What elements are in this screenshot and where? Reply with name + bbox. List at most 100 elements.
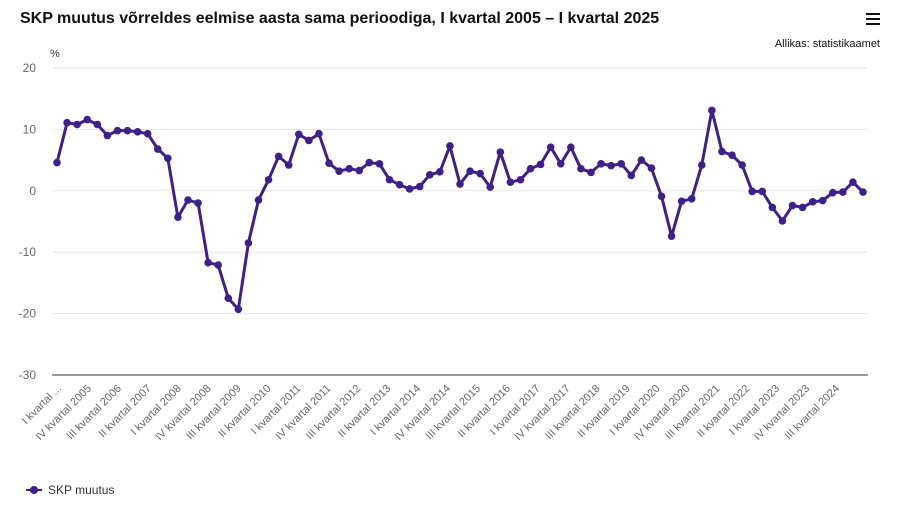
data-point — [597, 159, 605, 168]
data-point — [164, 154, 172, 163]
y-tick-label: -10 — [19, 245, 37, 259]
data-point — [667, 232, 676, 241]
hamburger-menu-icon[interactable] — [866, 13, 880, 25]
data-point — [264, 175, 273, 184]
grid-lines — [52, 67, 868, 376]
data-point — [456, 180, 464, 188]
data-point — [335, 167, 343, 175]
data-point — [728, 151, 736, 159]
data-point — [73, 120, 81, 129]
data-point — [516, 175, 525, 184]
data-point — [184, 196, 192, 204]
data-point — [536, 160, 545, 169]
data-point — [587, 168, 595, 177]
data-point — [556, 159, 565, 168]
data-point — [859, 188, 867, 196]
data-point — [123, 126, 132, 135]
data-point — [607, 161, 615, 170]
data-point — [83, 115, 92, 124]
data-point — [849, 178, 857, 187]
data-point — [546, 143, 555, 152]
data-point — [224, 294, 233, 303]
data-point — [174, 213, 182, 222]
data-point — [355, 166, 364, 175]
data-point — [828, 188, 837, 197]
data-point — [496, 148, 505, 156]
x-tick-label: III kvartal 2024 — [783, 383, 843, 443]
data-point — [677, 197, 686, 206]
data-point — [395, 180, 404, 189]
data-point — [526, 164, 535, 173]
data-point — [194, 199, 202, 207]
data-point — [758, 187, 767, 196]
data-point — [446, 142, 454, 150]
data-point — [476, 169, 484, 178]
legend-label: SKP muutus — [48, 483, 115, 497]
data-point — [788, 201, 797, 210]
menu-bar — [866, 18, 880, 20]
series-line-skp-muutus — [55, 108, 865, 311]
data-point — [647, 164, 656, 172]
data-point — [254, 196, 263, 204]
y-tick-labels: 20 10 0 -10 -20 -30% — [19, 48, 60, 382]
menu-bar — [866, 13, 880, 15]
data-point — [244, 239, 253, 247]
data-point — [113, 126, 122, 135]
data-point — [687, 194, 696, 203]
data-point — [234, 305, 243, 314]
data-point — [415, 182, 424, 191]
menu-bar — [866, 23, 880, 25]
data-point — [839, 188, 847, 196]
data-point — [436, 167, 444, 176]
data-point — [103, 131, 112, 140]
legend-item-skp-muutus[interactable]: SKP muutus — [26, 483, 114, 497]
data-point — [274, 152, 283, 161]
data-point — [698, 161, 706, 169]
data-point — [53, 158, 61, 167]
data-point — [385, 175, 394, 184]
data-point — [143, 129, 152, 138]
data-point — [325, 159, 333, 167]
y-tick-label: -20 — [19, 307, 37, 321]
data-point — [63, 118, 71, 127]
data-point — [284, 161, 293, 169]
data-point — [486, 183, 495, 191]
data-point — [345, 164, 353, 173]
data-point — [305, 136, 313, 145]
y-axis-unit-label: % — [50, 48, 60, 60]
data-point — [577, 164, 585, 173]
data-point — [778, 217, 787, 225]
legend-marker-icon — [26, 485, 42, 495]
chart-title: SKP muutus võrreldes eelmise aasta sama … — [20, 10, 660, 27]
y-tick-label: -30 — [19, 368, 37, 382]
data-point — [405, 185, 414, 193]
data-point — [818, 196, 827, 205]
data-point — [637, 156, 646, 164]
data-point — [718, 147, 726, 156]
data-point — [133, 128, 142, 136]
data-point — [708, 106, 716, 115]
data-point — [768, 203, 777, 212]
data-point — [365, 158, 374, 167]
data-point — [798, 203, 807, 212]
series-group — [53, 106, 867, 314]
data-point — [567, 143, 575, 152]
y-tick-label: 0 — [29, 184, 36, 198]
data-point — [315, 129, 323, 138]
data-point — [748, 187, 756, 196]
data-point — [93, 120, 102, 129]
data-point — [204, 258, 212, 267]
y-tick-label: 20 — [23, 61, 37, 75]
data-point — [617, 159, 625, 168]
data-point — [738, 161, 746, 169]
data-point — [425, 171, 434, 179]
data-point — [506, 178, 515, 187]
data-point — [153, 145, 162, 153]
source-label: Allikas: statistikaamet — [774, 38, 880, 50]
data-point — [466, 167, 474, 175]
data-point — [657, 192, 666, 201]
data-point — [295, 130, 303, 139]
y-tick-label: 10 — [23, 122, 37, 136]
